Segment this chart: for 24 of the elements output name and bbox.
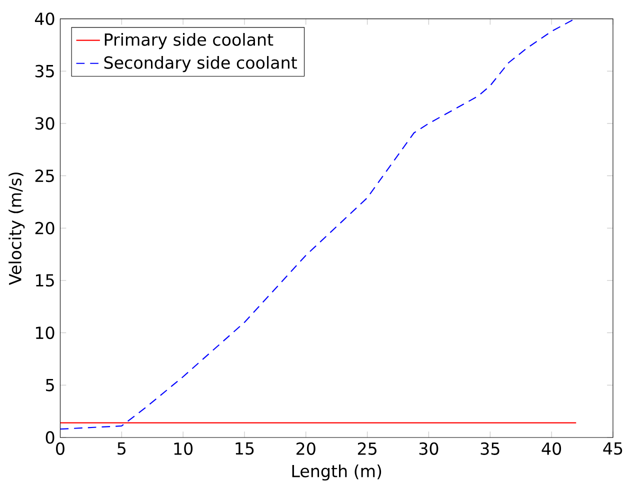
y-tick-label: 25: [35, 169, 54, 182]
x-tick-label: 45: [603, 442, 622, 455]
y-tick-label: 30: [35, 117, 54, 130]
x-tick-label: 0: [56, 442, 64, 455]
x-tick-label: 40: [542, 442, 562, 455]
x-tick-label: 25: [358, 442, 376, 455]
y-tick-label: 0: [46, 431, 54, 444]
x-tick-label: 30: [419, 442, 438, 455]
y-tick-label: 15: [36, 274, 54, 287]
x-axis-title: Length (m): [292, 464, 382, 480]
y-tick-label: 10: [36, 326, 54, 340]
x-tick-label: 15: [236, 442, 254, 455]
y-tick-label: 35: [35, 64, 54, 78]
y-axis-title: Velocity (m/s): [8, 172, 25, 285]
y-tick-label: 20: [35, 222, 54, 234]
legend-label: Secondary side coolant: [104, 56, 297, 72]
x-tick-label: 10: [174, 442, 193, 455]
x-tick-label: 5: [118, 442, 126, 455]
line-series: [60, 18, 576, 430]
x-tick-label: 20: [296, 442, 316, 455]
y-tick-label: 5: [46, 378, 54, 392]
legend-label: Primary side coolant: [104, 32, 274, 50]
y-tick-label: 40: [34, 12, 54, 26]
x-tick-label: 35: [480, 442, 500, 455]
